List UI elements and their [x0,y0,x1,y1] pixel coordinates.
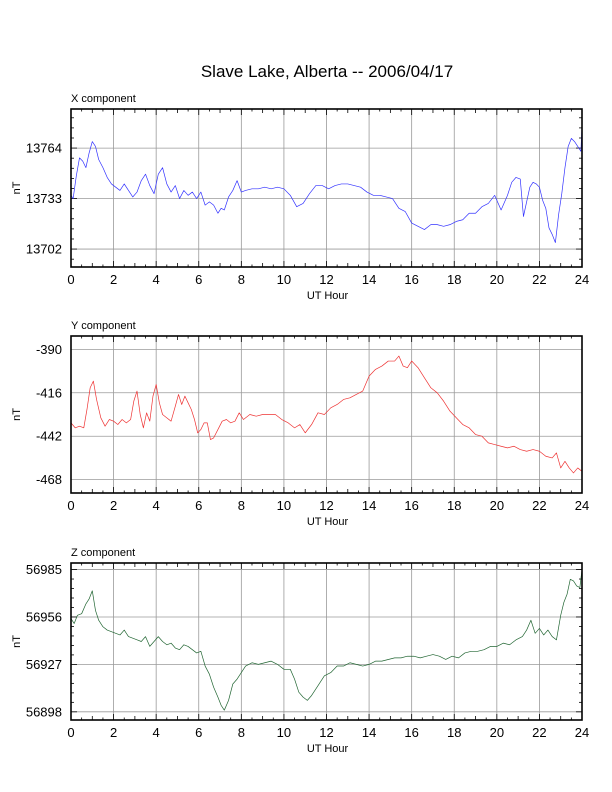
x-tick-label: 10 [277,498,291,513]
x-tick-label: 12 [319,498,333,513]
panel-title: X component [71,93,136,105]
main-title: Slave Lake, Alberta -- 2006/04/17 [201,62,453,81]
x-tick-label: 24 [575,725,589,740]
x-tick-label: 0 [67,272,74,287]
x-tick-label: 12 [319,725,333,740]
x-tick-label: 18 [447,498,461,513]
y-tick-label: 13733 [26,191,62,206]
x-tick-label: 6 [195,272,202,287]
x-axis-label: UT Hour [307,516,349,528]
x-tick-label: 4 [153,498,160,513]
x-tick-label: 14 [362,725,376,740]
panel-title: Z component [71,547,135,559]
x-tick-label: 24 [575,498,589,513]
x-tick-label: 0 [67,725,74,740]
x-tick-label: 16 [404,725,418,740]
y-tick-label: 56956 [26,609,62,624]
x-tick-label: 18 [447,272,461,287]
x-tick-label: 6 [195,498,202,513]
x-tick-label: 6 [195,725,202,740]
x-tick-label: 20 [490,498,504,513]
y-tick-label: 56927 [26,657,62,672]
x-tick-label: 2 [110,272,117,287]
plot-frame [70,108,583,268]
x-tick-label: 10 [277,272,291,287]
x-tick-label: 8 [238,498,245,513]
x-tick-label: 22 [532,498,546,513]
x-tick-label: 16 [404,498,418,513]
x-tick-label: 2 [110,498,117,513]
y-axis-label: nT [11,181,23,194]
y-axis-label: nT [11,635,23,648]
y-tick-label: -442 [36,429,62,444]
x-axis-label: UT Hour [307,743,349,755]
x-tick-label: 22 [532,272,546,287]
series-line [70,569,583,711]
series-line [70,355,583,474]
x-tick-label: 14 [362,498,376,513]
y-tick-label: 56985 [26,562,62,577]
x-tick-label: 0 [67,498,74,513]
x-tick-label: 20 [490,725,504,740]
series-line [70,125,583,243]
y-tick-label: 13764 [26,141,62,156]
x-tick-label: 4 [153,725,160,740]
x-tick-label: 12 [319,272,333,287]
y-tick-label: -416 [36,385,62,400]
y-tick-label: -390 [36,342,62,357]
plot-frame [70,335,583,494]
y-tick-label: 13702 [26,242,62,257]
y-axis-label: nT [11,408,23,421]
x-tick-label: 2 [110,725,117,740]
y-tick-label: 56898 [26,704,62,719]
x-tick-label: 24 [575,272,589,287]
x-tick-label: 20 [490,272,504,287]
x-tick-label: 4 [153,272,160,287]
x-tick-label: 14 [362,272,376,287]
x-tick-label: 10 [277,725,291,740]
x-tick-label: 16 [404,272,418,287]
x-axis-label: UT Hour [307,290,349,302]
x-tick-label: 8 [238,725,245,740]
x-tick-label: 8 [238,272,245,287]
x-tick-label: 18 [447,725,461,740]
y-tick-label: -468 [36,472,62,487]
plot-frame [70,562,583,721]
x-tick-label: 22 [532,725,546,740]
panel-title: Y component [71,320,136,332]
